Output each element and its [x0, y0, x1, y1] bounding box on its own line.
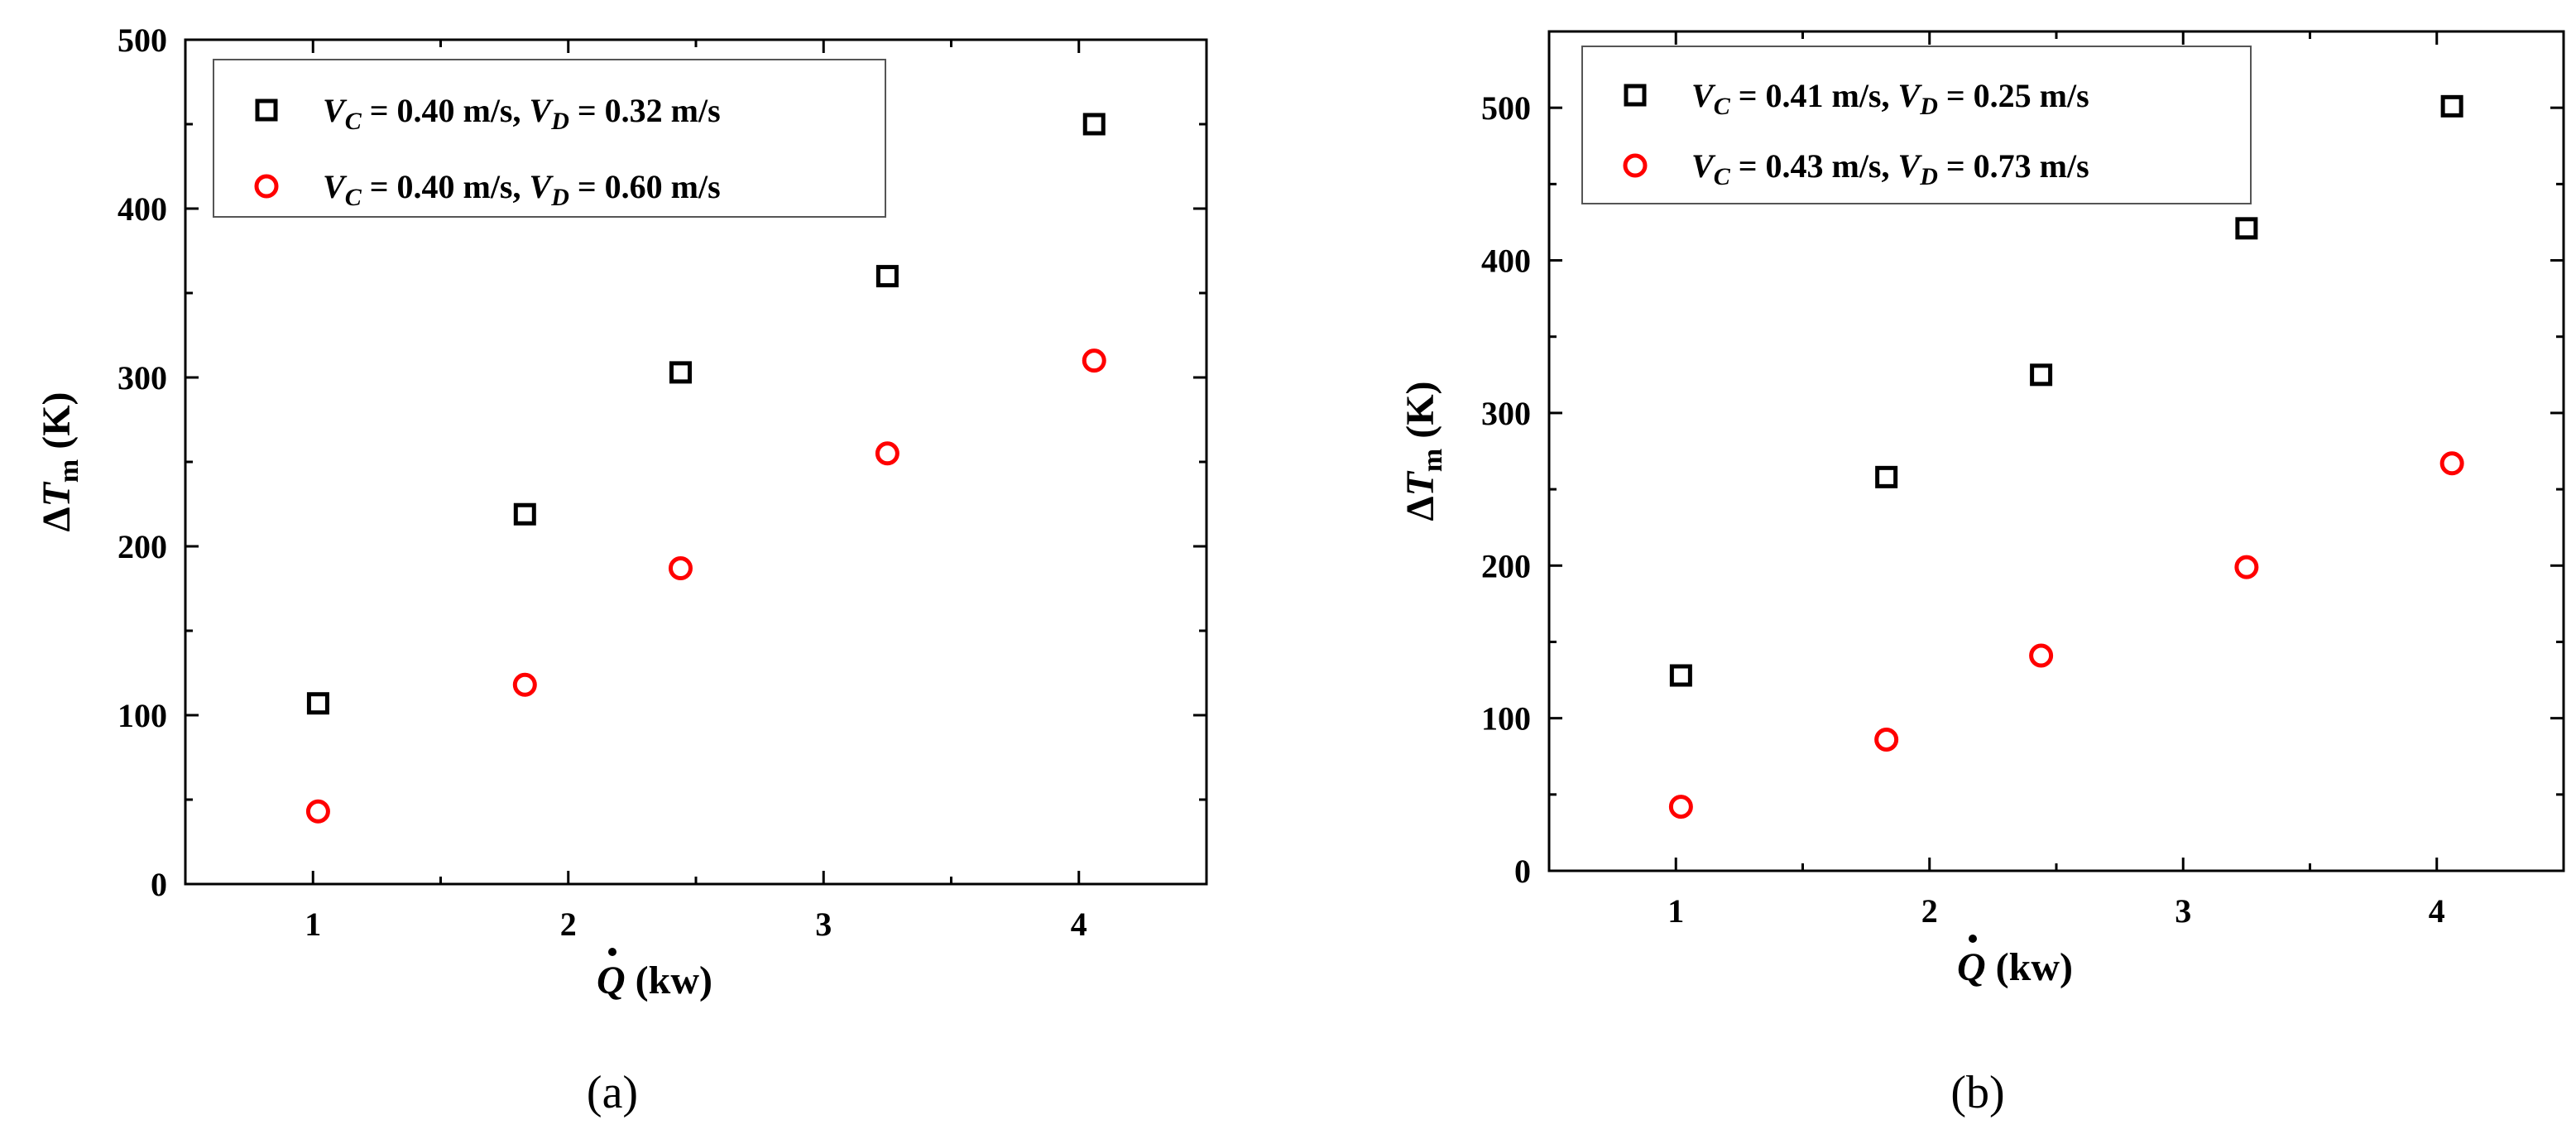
y-tick-label: 500 [118, 22, 167, 59]
legend-vd-subscript: D [550, 108, 569, 135]
legend-vc-value: = 0.41 m/s, [1730, 77, 1898, 114]
legend-entry-text: VC = 0.41 m/s, VD = 0.25 m/s [1691, 77, 2089, 120]
y-tick-label: 300 [1481, 395, 1531, 432]
legend-box [213, 59, 886, 218]
series-1-point [306, 692, 329, 715]
x-axis-symbol: Q [597, 959, 626, 1002]
y-axis-subscript: m [54, 459, 84, 483]
x-axis-title: Q (kw) [597, 959, 712, 1002]
x-axis-unit: (kw) [1986, 945, 2073, 989]
series-2-point [875, 441, 899, 466]
legend-vd-value: = 0.73 m/s [1938, 147, 2089, 185]
y-tick-label: 200 [1481, 547, 1531, 584]
legend-marker-square [1624, 84, 1647, 107]
x-tick-label: 3 [2175, 892, 2191, 930]
y-tick-label: 100 [118, 697, 167, 734]
legend-vc-subscript: C [345, 108, 362, 135]
y-tick-label: 100 [1481, 700, 1531, 738]
x-axis-dot-accent [608, 948, 616, 956]
y-tick-label: 500 [1481, 89, 1531, 127]
legend-vc-symbol: V [323, 168, 348, 205]
legend-marker-square [255, 99, 278, 122]
legend-vc-symbol: V [1691, 147, 1716, 185]
x-tick-label: 2 [1921, 892, 1938, 930]
series-2-point [668, 556, 693, 581]
legend-vd-subscript: D [550, 184, 569, 211]
series-2-point [305, 799, 330, 824]
legend-vd-symbol: V [530, 92, 554, 129]
legend-entry-text: VC = 0.43 m/s, VD = 0.73 m/s [1691, 147, 2089, 190]
y-tick-label: 400 [1481, 243, 1531, 280]
legend-vd-subscript: D [1919, 163, 1938, 190]
legend-vc-value: = 0.43 m/s, [1730, 147, 1898, 185]
legend-vc-subscript: C [1714, 93, 1731, 120]
legend: VC = 0.40 m/s, VD = 0.32 m/sVC = 0.40 m/… [213, 59, 886, 218]
series-1-point [2440, 94, 2463, 118]
legend-vd-value: = 0.60 m/s [569, 168, 721, 205]
x-tick-label: 1 [1667, 892, 1684, 930]
legend-vd-symbol: V [530, 168, 554, 205]
y-axis-delta: Δ [1398, 496, 1442, 521]
x-tick-label: 3 [815, 906, 832, 943]
series-1-point [513, 502, 536, 526]
legend-vc-symbol: V [1691, 77, 1716, 114]
series-1-point [1669, 664, 1692, 687]
x-tick-label: 4 [1071, 906, 1087, 943]
y-tick-label: 0 [1514, 853, 1531, 890]
series-1-point [875, 265, 899, 288]
y-axis-unit: (K) [1398, 381, 1442, 448]
legend-entry-text: VC = 0.40 m/s, VD = 0.32 m/s [323, 92, 721, 135]
series-1-point [2235, 217, 2258, 240]
series-2-point [1874, 727, 1899, 752]
legend-marker-circle [254, 174, 279, 199]
legend-entry-text: VC = 0.40 m/s, VD = 0.60 m/s [323, 168, 721, 211]
y-axis-title: ΔTm (K) [1398, 381, 1448, 521]
legend-vc-symbol: V [323, 92, 348, 129]
series-2-point [1668, 795, 1693, 819]
x-axis-symbol: Q [1957, 945, 1986, 989]
x-axis-dot-accent [1969, 935, 1977, 943]
series-2-point [2439, 451, 2464, 476]
y-axis-unit: (K) [35, 392, 79, 459]
x-tick-label: 2 [560, 906, 577, 943]
y-axis-symbol: T [1398, 470, 1442, 496]
x-axis-unit: (kw) [626, 959, 712, 1002]
series-1-point [1082, 113, 1106, 136]
y-axis-title: ΔTm (K) [35, 392, 84, 531]
y-axis-subscript: m [1418, 449, 1448, 472]
legend-box [1581, 46, 2252, 204]
legend-vc-subscript: C [345, 184, 362, 211]
panel-label-b: (b) [1950, 1067, 2004, 1118]
y-axis-delta: Δ [35, 507, 79, 531]
y-tick-label: 0 [151, 866, 167, 903]
x-axis-title: Q (kw) [1957, 945, 2073, 989]
y-tick-label: 400 [118, 190, 167, 228]
legend-vc-subscript: C [1714, 163, 1731, 190]
x-tick-label: 1 [305, 906, 321, 943]
legend-vd-symbol: V [1898, 147, 1923, 185]
legend-vd-subscript: D [1919, 93, 1938, 120]
y-axis-symbol: T [35, 481, 79, 507]
series-2-point [1082, 348, 1106, 373]
legend-vd-value: = 0.32 m/s [569, 92, 721, 129]
series-1-point [1875, 465, 1898, 488]
legend-vc-value: = 0.40 m/s, [362, 92, 530, 129]
panel-label-a: (a) [587, 1067, 638, 1118]
y-tick-label: 300 [118, 359, 167, 396]
y-tick-label: 200 [118, 528, 167, 565]
legend-vc-value: = 0.40 m/s, [362, 168, 530, 205]
legend-vd-value: = 0.25 m/s [1938, 77, 2089, 114]
legend: VC = 0.41 m/s, VD = 0.25 m/sVC = 0.43 m/… [1581, 46, 2252, 204]
x-tick-label: 4 [2429, 892, 2445, 930]
series-1-point [669, 361, 692, 384]
legend-vd-symbol: V [1898, 77, 1923, 114]
legend-marker-circle [1623, 153, 1648, 178]
series-2-point [512, 672, 537, 697]
series-1-point [2030, 363, 2053, 387]
series-2-point [2029, 643, 2054, 668]
series-2-point [2234, 555, 2259, 579]
